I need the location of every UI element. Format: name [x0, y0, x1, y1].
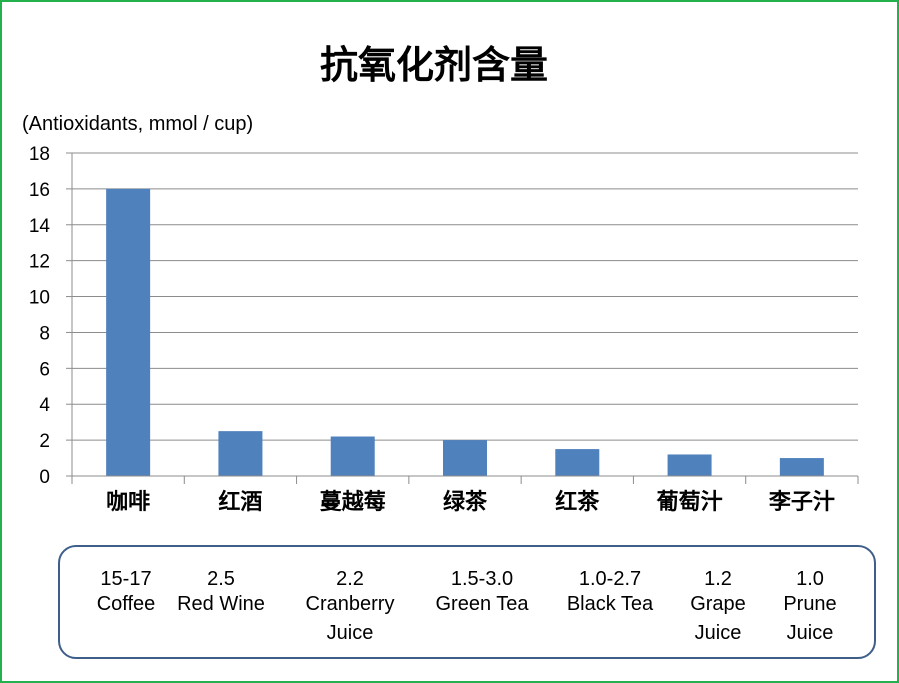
y-tick-label: 8 — [39, 323, 50, 344]
category-label: 咖啡 — [106, 490, 150, 515]
note-range: 1.5-3.0 — [450, 568, 514, 590]
note-item: 2.2 Cranberry Juice — [290, 567, 410, 646]
note-range: 15-17 — [100, 568, 152, 590]
note-label: Juice — [326, 622, 374, 644]
y-tick-label: 18 — [29, 144, 50, 165]
bar-4 — [443, 440, 487, 476]
y-tick-label: 12 — [29, 252, 50, 273]
notes-box: 15-17 Coffee 2.5 Red Wine 2.2 Cranberry Juice 1… — [58, 545, 876, 659]
note-item: 15-17 Coffee — [66, 567, 186, 617]
note-label: Grape — [690, 593, 746, 615]
category-label: 红茶 — [555, 489, 600, 515]
y-axis-label: (Antioxidants, mmol / cup) — [22, 113, 254, 135]
note-range: 1.0 — [796, 568, 824, 590]
note-label: Juice — [694, 622, 742, 644]
note-label: Cranberry — [305, 593, 395, 615]
note-label: Red Wine — [177, 593, 265, 615]
note-item: 1.5-3.0 Green Tea — [422, 567, 542, 617]
y-tick-label: 16 — [29, 180, 50, 201]
bar-6 — [667, 454, 712, 476]
y-tick-label: 0 — [39, 467, 50, 488]
note-label: Coffee — [96, 593, 156, 615]
category-label: 绿茶 — [443, 489, 488, 515]
note-item: 2.5 Red Wine — [161, 567, 281, 617]
bar-1 — [106, 188, 151, 476]
chart-title: 抗氧化剂含量 — [319, 43, 548, 87]
category-label: 红酒 — [218, 489, 262, 515]
note-label: Black Tea — [566, 593, 654, 615]
bar-2 — [218, 431, 263, 476]
bar-5 — [555, 449, 600, 476]
y-tick-label: 14 — [29, 216, 51, 237]
note-label: Green Tea — [435, 593, 529, 615]
note-label: Juice — [786, 622, 834, 644]
category-label: 李子汁 — [768, 490, 835, 515]
category-label: 葡萄汁 — [656, 490, 723, 515]
y-tick-label: 6 — [39, 359, 50, 380]
y-tick-label: 10 — [29, 288, 50, 309]
note-range: 1.2 — [704, 568, 732, 590]
note-range: 1.0-2.7 — [578, 568, 642, 590]
bar-7 — [779, 458, 824, 476]
note-label: Prune — [783, 593, 837, 615]
note-item: 1.0-2.7 Black Tea — [550, 567, 670, 617]
y-tick-label: 2 — [39, 431, 50, 452]
note-item: 1.2 Grape Juice — [658, 567, 778, 646]
note-item: 1.0 Prune Juice — [750, 567, 870, 646]
bar-3 — [330, 436, 375, 476]
note-range: 2.2 — [336, 568, 364, 590]
note-range: 2.5 — [207, 568, 235, 590]
y-tick-label: 4 — [39, 395, 50, 416]
category-label: 蔓越莓 — [320, 489, 386, 515]
